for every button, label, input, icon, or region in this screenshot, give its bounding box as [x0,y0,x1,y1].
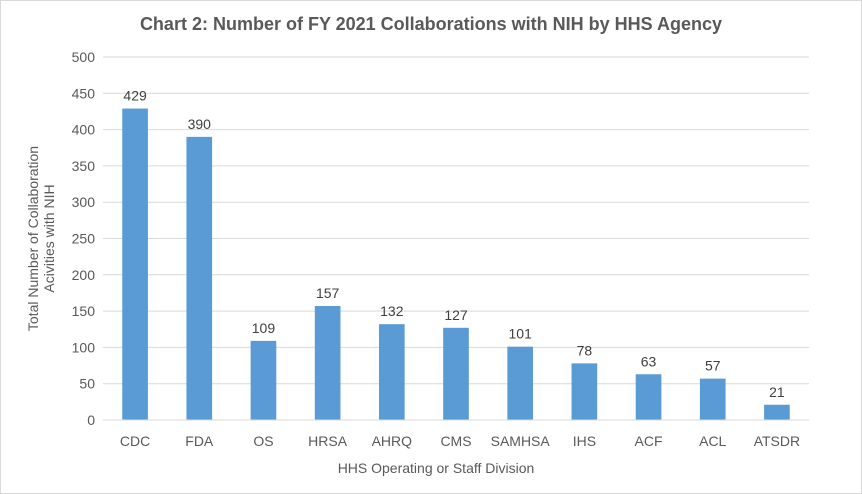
x-tick-label-ihs: IHS [573,433,596,449]
y-axis-title-line: Acivities with NIH [41,184,57,292]
chart-title: Chart 2: Number of FY 2021 Collaboration… [139,14,723,34]
data-label-fda: 390 [188,116,212,132]
x-tick-label-os: OS [253,433,273,449]
y-axis-ticks: 0 50 100 150 200 250 300 350 400 450 500 [72,49,96,428]
x-tick-label-ahrq: AHRQ [372,433,413,449]
y-tick-label: 50 [79,376,95,392]
data-label-ahrq: 132 [380,303,404,319]
x-axis-title: HHS Operating or Staff Division [338,460,535,476]
y-tick-label: 250 [72,231,96,247]
x-tick-label-cms: CMS [440,433,471,449]
y-tick-label: 350 [72,158,96,174]
bar-os [250,340,277,420]
bar-samhsa [507,346,534,420]
x-tick-label-acl: ACL [699,433,726,449]
bar-cdc [122,108,148,421]
bar-hrsa [314,306,341,420]
y-axis-title-line: Total Number of Collaboration [25,146,41,331]
bars [122,108,790,421]
data-label-hrsa: 157 [316,285,340,301]
bar-acl [699,378,726,420]
bar-cms [443,327,469,420]
y-tick-label: 400 [72,122,96,138]
y-tick-label: 100 [72,339,96,355]
y-axis-title: Total Number of CollaborationAcivities w… [25,146,57,331]
data-label-acl: 57 [705,358,721,374]
bar-ahrq [378,324,405,420]
data-label-os: 109 [252,320,276,336]
y-tick-label: 500 [72,49,96,65]
data-label-acf: 63 [641,353,657,369]
x-tick-label-hrsa: HRSA [308,433,348,449]
y-tick-label: 0 [87,412,95,428]
bar-atsdr [764,404,790,420]
bar-acf [635,374,662,420]
data-label-ihs: 78 [577,342,593,358]
y-tick-label: 150 [72,303,96,319]
bar-ihs [571,363,598,420]
x-tick-label-samhsa: SAMHSA [491,433,551,449]
data-label-atsdr: 21 [769,384,785,400]
x-axis-ticks: CDC FDA OS HRSA AHRQ CMS SAMHSA IHS ACF ACL ATSDR [120,433,800,449]
x-tick-label-cdc: CDC [120,433,150,449]
y-tick-label: 200 [72,267,96,283]
data-label-cms: 127 [444,307,468,323]
x-tick-label-acf: ACF [635,433,663,449]
x-tick-label-atsdr: ATSDR [754,433,800,449]
bar-fda [186,136,213,421]
data-label-cdc: 429 [123,88,147,104]
x-tick-label-fda: FDA [185,433,214,449]
data-label-samhsa: 101 [509,326,533,342]
y-tick-label: 450 [72,85,96,101]
y-tick-label: 300 [72,194,96,210]
data-labels: 429 390 109 157 132 127 101 78 63 57 21 [123,88,784,400]
